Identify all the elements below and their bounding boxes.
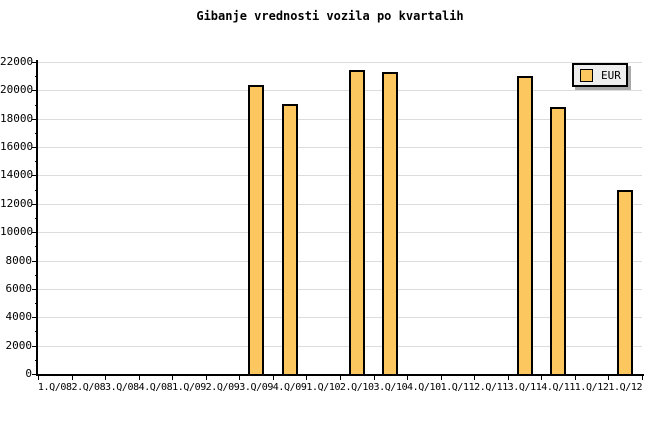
x-axis-label: 1.Q/08 <box>37 382 72 393</box>
x-axis-tick <box>71 376 73 380</box>
x-axis-label: 2.Q/09 <box>205 382 240 393</box>
gridline <box>38 203 642 205</box>
y-axis-label: 0 <box>25 367 32 380</box>
x-axis-tick <box>541 376 543 380</box>
y-axis-major-tick <box>32 288 37 290</box>
y-axis-major-tick <box>32 203 37 205</box>
x-axis-label: 4.Q/11 <box>541 382 575 393</box>
x-axis-tick <box>440 376 442 380</box>
x-axis-tick <box>306 376 308 380</box>
x-axis-label: 4.Q/10 <box>407 382 441 393</box>
y-axis-major-tick <box>32 90 37 92</box>
bar <box>617 189 634 376</box>
gridline <box>38 232 642 234</box>
x-axis-tick <box>407 376 409 380</box>
x-axis-label: 3.Q/08 <box>105 382 139 393</box>
y-axis-label: 2000 <box>5 338 33 352</box>
gridline <box>38 345 642 347</box>
bar <box>348 69 365 376</box>
x-axis-tick <box>138 376 140 380</box>
y-axis-label: 10000 <box>0 225 34 239</box>
x-axis-label: 1.Q/09 <box>172 382 206 393</box>
x-axis-tick <box>373 376 375 380</box>
y-axis-label: 14000 <box>0 168 34 182</box>
gridline <box>38 288 642 290</box>
gridline <box>38 147 642 149</box>
y-axis-label: 16000 <box>0 140 34 154</box>
y-axis-major-tick <box>32 147 37 149</box>
x-axis-tick <box>608 376 610 380</box>
x-axis-label: 4.Q/08 <box>138 382 173 393</box>
gridline <box>38 175 642 177</box>
y-axis-label: 8000 <box>5 253 33 267</box>
bar <box>550 106 567 376</box>
chart-title: Gibanje vrednosti vozila po kvartalih <box>196 9 464 23</box>
y-axis-major-tick <box>32 374 37 375</box>
x-axis-tick <box>172 376 174 380</box>
x-axis-tick <box>38 376 39 380</box>
y-axis-label: 12000 <box>0 196 34 210</box>
y-axis-major-tick <box>32 260 37 262</box>
gridline <box>38 62 642 63</box>
y-axis-major-tick <box>32 317 37 319</box>
x-axis-label: 3.Q/11 <box>507 382 542 393</box>
legend-swatch-eur <box>580 68 593 82</box>
x-axis-label: 1.Q/10 <box>306 382 341 393</box>
x-axis-tick <box>642 376 643 380</box>
y-axis-label: 20000 <box>0 83 34 97</box>
y-axis-label: 4000 <box>5 310 33 324</box>
x-axis-label: 3.Q/09 <box>239 382 273 393</box>
gridline <box>38 90 642 92</box>
x-axis-label: 2.Q/08 <box>71 382 106 393</box>
gridline <box>38 260 642 262</box>
x-axis-tick <box>340 376 341 380</box>
x-axis-label: 1.Q/12 <box>574 382 609 393</box>
x-axis-label: 4.Q/09 <box>272 382 307 393</box>
x-axis-label: 2.Q/11 <box>474 382 508 393</box>
legend: EUR <box>572 63 628 87</box>
x-axis-tick <box>272 376 274 380</box>
x-axis-tick <box>105 376 107 380</box>
y-axis-major-tick <box>32 118 37 120</box>
x-axis-tick <box>205 376 207 380</box>
x-axis-line <box>36 374 644 376</box>
x-axis-tick <box>239 376 241 380</box>
gridline <box>38 118 642 120</box>
legend-label: EUR <box>601 68 621 82</box>
x-axis-tick <box>507 376 509 380</box>
bar <box>382 71 399 376</box>
gridline <box>38 317 642 319</box>
x-axis-label: 3.Q/10 <box>373 382 408 393</box>
x-axis-label: 1.Q/11 <box>440 382 475 393</box>
x-axis-label: 1.Q/12 <box>608 382 643 393</box>
bar <box>281 103 298 376</box>
bar <box>516 76 533 376</box>
y-axis-label: 18000 <box>0 111 34 125</box>
y-axis-label: 6000 <box>5 281 33 295</box>
x-axis-label: 2.Q/10 <box>339 382 374 393</box>
y-axis-major-tick <box>32 232 37 234</box>
y-axis-label: 22000 <box>0 55 34 68</box>
y-axis-line <box>36 60 38 376</box>
x-axis-tick <box>574 376 576 380</box>
y-axis-major-tick <box>32 345 37 347</box>
x-axis-tick <box>474 376 476 380</box>
bar <box>248 84 265 376</box>
y-axis-major-tick <box>32 62 37 63</box>
y-axis-major-tick <box>32 175 37 177</box>
